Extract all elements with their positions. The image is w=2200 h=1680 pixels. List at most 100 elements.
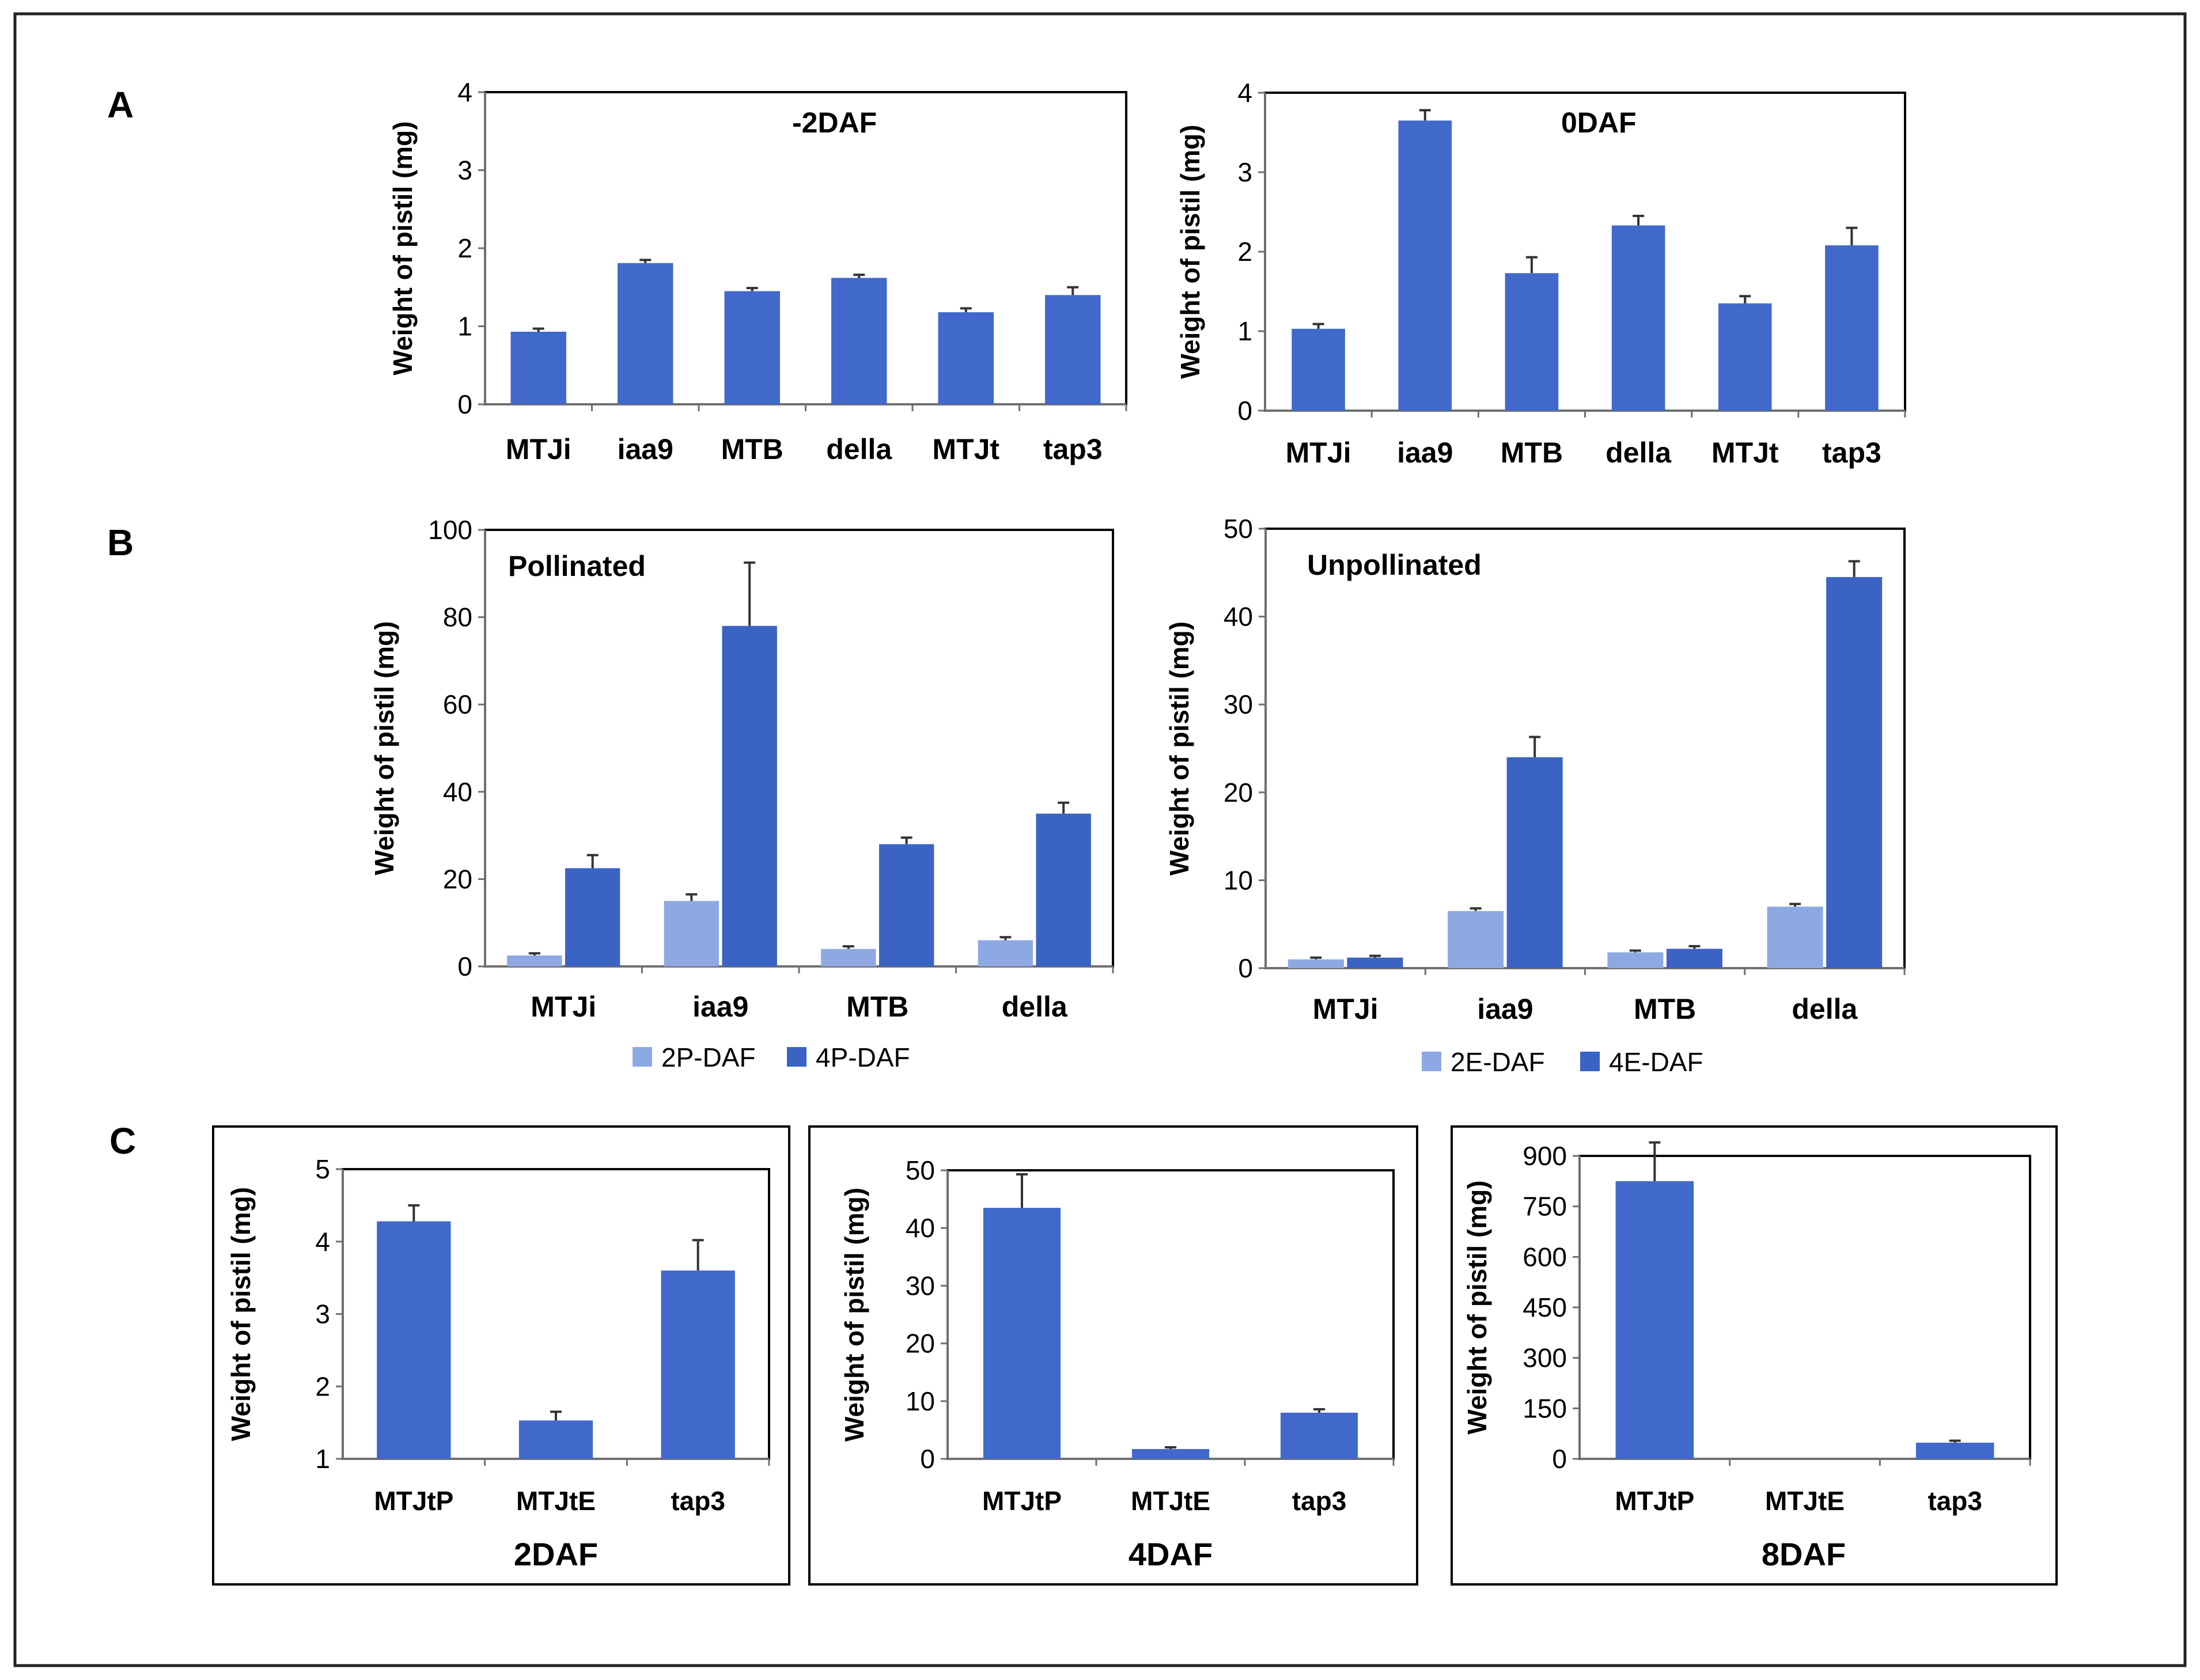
x-axis-title: 4DAF <box>1129 1536 1213 1572</box>
chart-frame <box>1451 1125 2058 1586</box>
y-tick-label: 60 <box>443 689 472 719</box>
bar-4daf-tap3 <box>1280 1412 1358 1459</box>
bar-2daf-tap3 <box>661 1271 735 1459</box>
bar-2daf-mtb <box>724 291 780 404</box>
bar-8daf-mtjtp <box>1615 1181 1694 1459</box>
y-axis-title: Weight of pistil (mg) <box>839 1188 869 1442</box>
y-axis-title: Weight of pistil (mg) <box>388 121 418 375</box>
y-tick-label: 20 <box>906 1329 935 1359</box>
chart-c-4daf: 0 10 20 30 40 50 Weight of pistil (mg) MTJtP MTJ… <box>808 1125 1418 1586</box>
bar-4p-daf-mtb <box>879 844 934 966</box>
y-tick-label: 100 <box>428 515 472 545</box>
bar-4p-daf-iaa9 <box>722 625 777 966</box>
category-label-mtjte: MTJtE <box>1765 1486 1845 1516</box>
bar-2p-daf-mtji <box>507 955 562 966</box>
category-label-della: della <box>1605 437 1672 469</box>
bar-8daf-tap3 <box>1915 1442 1994 1459</box>
x-axis-title: 8DAF <box>1762 1536 1846 1572</box>
category-label-mtji: MTJi <box>1313 993 1379 1025</box>
y-tick-label: 900 <box>1523 1141 1567 1171</box>
y-tick-label: 5 <box>315 1154 330 1184</box>
category-label-mtjtp: MTJtP <box>982 1486 1062 1516</box>
bar-2daf-mtji <box>510 331 566 404</box>
y-tick-label: 2 <box>1237 237 1252 267</box>
y-tick-label: 1 <box>1237 316 1252 346</box>
chart-title: Unpollinated <box>1307 549 1482 581</box>
y-tick-label: 40 <box>906 1213 935 1243</box>
chart-a-minus2daf: 0 1 2 3 4 Weight of pistil (mg) MTJi iaa9 MTB del… <box>388 77 1127 465</box>
bar-2daf-tap3 <box>1045 295 1101 404</box>
y-tick-label: 40 <box>443 777 472 807</box>
y-tick-label: 4 <box>1237 78 1252 108</box>
bar-0daf-mtjt <box>1718 303 1772 411</box>
category-label-mtb: MTB <box>1501 437 1563 469</box>
y-tick-label: 20 <box>1224 778 1253 807</box>
y-tick-label: 10 <box>1224 865 1253 895</box>
y-axis-title: Weight of pistil (mg) <box>226 1187 256 1441</box>
chart-c-8daf: 0 150 300 450 600 750 900 Weight of pistil (mg)… <box>1451 1125 2058 1586</box>
category-label-mtb: MTB <box>846 991 908 1023</box>
y-tick-label: 0 <box>920 1444 935 1474</box>
bar-2daf-mtjtp <box>377 1221 451 1459</box>
panel-letter-a: A <box>107 84 134 126</box>
chart-frame <box>808 1125 1418 1586</box>
y-tick-label: 20 <box>443 864 472 894</box>
bar-2daf-mtjte <box>518 1420 593 1459</box>
bar-4p-daf-della <box>1036 813 1091 966</box>
y-axis-title: Weight of pistil (mg) <box>1175 124 1205 378</box>
bar-4daf-mtjte <box>1131 1448 1210 1459</box>
category-label-mtjt: MTJt <box>1711 437 1779 469</box>
y-tick-label: 0 <box>457 951 472 981</box>
y-tick-label: 0 <box>1238 953 1253 983</box>
category-label-mtji: MTJi <box>531 991 596 1023</box>
bar-0daf-iaa9 <box>1398 120 1452 411</box>
category-label-tap3: tap3 <box>671 1486 725 1516</box>
bar-0daf-tap3 <box>1825 245 1879 411</box>
legend-label-2p-daf: 2P-DAF <box>661 1042 756 1072</box>
category-label-iaa9: iaa9 <box>1397 437 1453 469</box>
y-tick-label: 750 <box>1523 1192 1567 1222</box>
category-label-mtjte: MTJtE <box>516 1486 596 1516</box>
bar-2e-daf-della <box>1767 907 1823 968</box>
category-label-della: della <box>1792 993 1858 1025</box>
bar-4e-daf-iaa9 <box>1506 757 1563 968</box>
panel-letter-b: B <box>107 522 134 563</box>
y-tick-label: 50 <box>906 1155 935 1185</box>
chart-title: 0DAF <box>1561 107 1637 139</box>
category-label-tap3: tap3 <box>1822 437 1881 469</box>
category-label-iaa9: iaa9 <box>692 991 748 1023</box>
category-label-mtji: MTJi <box>506 433 571 465</box>
legend-swatch-2e-daf <box>1422 1052 1441 1071</box>
bar-2daf-della <box>831 278 887 404</box>
category-label-tap3: tap3 <box>1928 1486 1982 1516</box>
y-tick-label: 80 <box>443 602 472 632</box>
legend-label-4p-daf: 4P-DAF <box>816 1042 910 1072</box>
category-label-tap3: tap3 <box>1043 433 1103 465</box>
y-tick-label: 4 <box>457 77 472 107</box>
y-axis-title: Weight of pistil (mg) <box>369 621 399 875</box>
bar-2e-daf-iaa9 <box>1448 911 1504 968</box>
chart-a-0daf: 0 1 2 3 4 Weight of pistil (mg) MTJi iaa9 MTB del… <box>1175 78 1906 469</box>
bar-0daf-della <box>1611 225 1665 411</box>
chart-title: Pollinated <box>508 550 646 582</box>
category-label-iaa9: iaa9 <box>618 433 673 465</box>
bar-0daf-mtji <box>1292 328 1345 411</box>
category-label-iaa9: iaa9 <box>1477 993 1533 1025</box>
y-tick-label: 10 <box>906 1386 935 1416</box>
y-tick-label: 1 <box>315 1444 330 1474</box>
category-label-mtb: MTB <box>1634 993 1696 1025</box>
category-label-mtjtp: MTJtP <box>374 1486 453 1516</box>
bar-2e-daf-mtb <box>1607 952 1664 968</box>
legend-swatch-4p-daf <box>787 1047 806 1067</box>
bar-2p-daf-mtb <box>821 949 876 966</box>
bar-0daf-mtb <box>1505 273 1559 411</box>
chart-b-pollinated: 0 20 40 60 80 100 Weight of pistil (mg) MTJi iaa… <box>369 515 1114 1072</box>
y-tick-label: 40 <box>1224 602 1253 632</box>
category-label-tap3: tap3 <box>1292 1486 1347 1516</box>
y-tick-label: 30 <box>1224 689 1253 719</box>
y-tick-label: 450 <box>1523 1292 1567 1322</box>
y-tick-label: 3 <box>457 156 472 185</box>
bar-2p-daf-iaa9 <box>664 901 720 966</box>
bar-4e-daf-mtb <box>1666 949 1722 968</box>
